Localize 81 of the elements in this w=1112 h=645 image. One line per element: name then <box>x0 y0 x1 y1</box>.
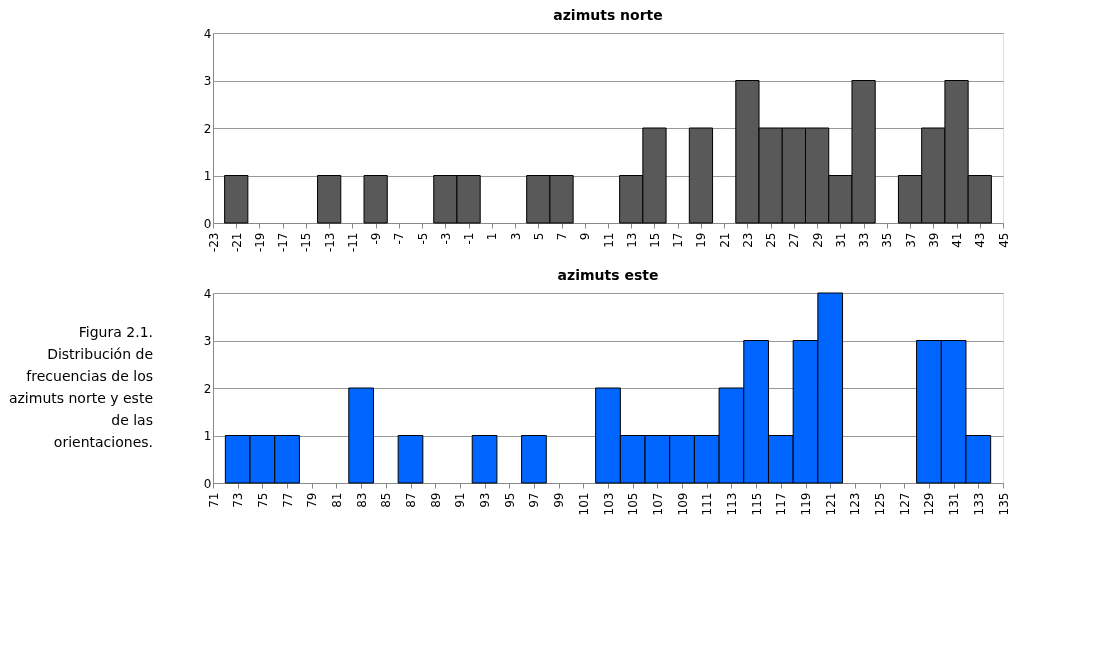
x-tick-label: 25 <box>764 232 779 248</box>
y-tick-label: 2 <box>203 121 212 136</box>
x-tick-label: -5 <box>415 232 430 245</box>
x-tick-label: 97 <box>527 492 542 508</box>
x-tick-label: 21 <box>717 232 732 248</box>
x-tick-label: 133 <box>971 492 986 516</box>
x-tick-label: 1 <box>485 232 500 241</box>
x-tick-label: 131 <box>947 492 962 516</box>
x-tick-label: 95 <box>502 492 517 508</box>
x-tick-label: 73 <box>231 492 246 508</box>
x-tick-label: 43 <box>973 232 988 248</box>
x-tick-label: 127 <box>897 492 912 516</box>
x-tick-label: 41 <box>950 232 965 248</box>
chart-title: azimuts norte <box>553 7 663 23</box>
x-tick-label: 113 <box>724 492 739 516</box>
x-tick-label: -19 <box>252 232 267 253</box>
x-tick-label: 23 <box>740 232 755 248</box>
x-tick-label: -15 <box>299 232 314 253</box>
x-tick-label: -11 <box>345 232 360 253</box>
x-tick-label: 91 <box>453 492 468 508</box>
x-tick-label: 99 <box>552 492 567 508</box>
x-tick-label: 11 <box>601 232 616 248</box>
x-tick-label: -3 <box>438 232 453 245</box>
y-tick-label: 3 <box>203 334 212 348</box>
x-tick-label: 115 <box>749 492 764 516</box>
x-tick-label: 7 <box>555 232 570 241</box>
x-tick-label: 85 <box>379 492 394 508</box>
x-tick-label: -23 <box>206 232 221 253</box>
x-tick-label: 39 <box>926 232 941 248</box>
x-tick-label: 135 <box>996 492 1011 516</box>
x-tick-label: 27 <box>787 232 802 248</box>
x-tick-label: 75 <box>255 492 270 508</box>
x-tick-label: 37 <box>903 232 918 248</box>
x-tick-label: 111 <box>700 492 715 516</box>
x-tick-label: 101 <box>576 492 591 516</box>
x-tick-label: 107 <box>650 492 665 516</box>
x-tick-label: -9 <box>369 232 384 245</box>
x-tick-label: 87 <box>404 492 418 508</box>
x-tick-label: 103 <box>601 492 616 516</box>
x-tick-label: 35 <box>880 232 895 248</box>
x-tick-label: 79 <box>305 492 320 508</box>
chart-title: azimuts este <box>557 267 659 283</box>
x-tick-label: 89 <box>428 492 443 508</box>
x-tick-label: 81 <box>329 492 344 508</box>
x-tick-label: 31 <box>833 232 848 248</box>
x-tick-label: 45 <box>996 232 1011 248</box>
y-tick-label: 2 <box>203 381 212 396</box>
x-tick-label: 33 <box>857 232 872 248</box>
x-tick-label: 129 <box>922 492 937 516</box>
y-tick-label: 1 <box>203 429 212 443</box>
x-tick-label: 3 <box>508 232 523 241</box>
x-tick-label: 125 <box>873 492 888 516</box>
x-tick-label: 123 <box>848 492 863 516</box>
x-tick-label: 19 <box>694 232 709 248</box>
text: Figura 2.1. Distribución de frecuencias de los azimuts norte y este de las orientaciones. <box>8 324 153 450</box>
x-tick-label: 17 <box>671 232 686 248</box>
x-tick-label: 29 <box>810 232 825 248</box>
x-tick-label: 119 <box>799 492 813 516</box>
x-tick-label: 5 <box>531 232 546 241</box>
x-tick-label: 93 <box>478 492 493 508</box>
x-tick-label: 109 <box>675 492 690 516</box>
y-tick-label: 0 <box>203 476 212 491</box>
x-tick-label: 83 <box>354 492 369 508</box>
y-tick-label: 1 <box>203 169 212 183</box>
x-tick-label: 77 <box>280 492 295 508</box>
x-tick-label: -7 <box>392 232 407 245</box>
x-tick-label: 117 <box>774 492 789 516</box>
x-tick-label: -13 <box>322 232 337 253</box>
x-tick-label: 105 <box>626 492 641 516</box>
x-tick-label: 15 <box>647 232 662 248</box>
x-tick-label: 9 <box>578 232 593 241</box>
x-tick-label: 71 <box>206 492 221 508</box>
x-tick-label: -1 <box>462 232 477 245</box>
y-tick-label: 4 <box>203 286 212 301</box>
y-tick-label: 3 <box>203 74 212 88</box>
x-tick-label: 13 <box>624 232 639 248</box>
x-tick-label: -21 <box>229 232 244 253</box>
y-tick-label: 4 <box>203 26 212 41</box>
y-tick-label: 0 <box>203 216 212 231</box>
x-tick-label: 121 <box>823 492 838 516</box>
x-tick-label: -17 <box>276 232 291 253</box>
